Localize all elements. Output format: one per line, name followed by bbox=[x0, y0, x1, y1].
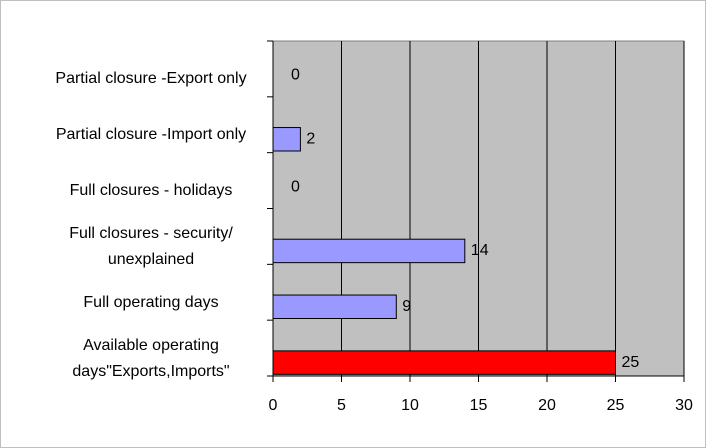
bar bbox=[272, 294, 397, 319]
x-tick-label: 30 bbox=[675, 397, 693, 414]
category-label: Full closures - security/ unexplained bbox=[69, 224, 233, 268]
bar bbox=[272, 238, 466, 264]
x-tick-label: 15 bbox=[470, 397, 488, 414]
category-label: Partial closure -Import only bbox=[55, 126, 247, 144]
value-label: 0 bbox=[291, 67, 300, 84]
x-tick-label: 0 bbox=[269, 397, 278, 414]
value-label: 14 bbox=[471, 242, 489, 259]
value-label: 9 bbox=[402, 298, 411, 315]
x-tick-label: 5 bbox=[337, 397, 346, 414]
value-label: 0 bbox=[291, 178, 300, 195]
value-label: 25 bbox=[622, 354, 640, 371]
x-tick-label: 25 bbox=[607, 397, 625, 414]
category-label: Partial closure -Export only bbox=[55, 70, 247, 88]
category-label: Available operating days"Exports,Imports… bbox=[72, 336, 230, 380]
bar bbox=[272, 127, 301, 152]
value-label: 2 bbox=[306, 130, 315, 147]
category-label: Full closures - holidays bbox=[69, 182, 233, 200]
x-tick-label: 10 bbox=[401, 397, 419, 414]
bar bbox=[272, 350, 616, 375]
x-tick-label: 20 bbox=[538, 397, 556, 414]
category-label: Full operating days bbox=[83, 293, 219, 311]
